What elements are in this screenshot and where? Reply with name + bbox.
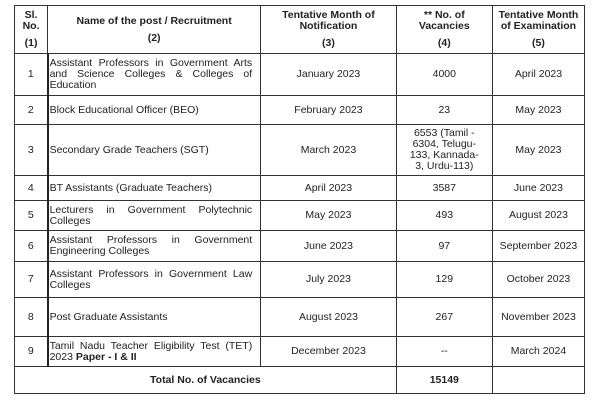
header-post-name: Name of the post / Recruitment (2) [47,5,262,54]
notification-month-cell: April 2023 [260,175,397,201]
vacancies-cell: 23 [395,95,493,125]
vacancies-cell: 6553 (Tamil - 6304, Telugu-133, Kannada-… [395,124,493,176]
header-exam-month: Tentative Month of Examination (5) [491,5,586,54]
post-name-bold-text: Paper - I & II [75,350,137,363]
header-sl-no: Sl. No. (1) [13,5,49,54]
post-name-text: BT Assistants (Graduate Teachers) [49,181,213,194]
notification-month-cell: July 2023 [260,261,397,298]
exam-month-cell: June 2023 [491,175,586,201]
table-row: 7 Assistant Professors in Government Law … [13,261,586,298]
post-name-text: Assistant Professors in Government Law C… [49,267,253,291]
post-name-cell: Tamil Nadu Teacher Eligibility Test (TET… [46,336,262,367]
notification-month-cell: December 2023 [260,336,397,367]
post-name-text: Assistant Professors in Government Engin… [49,234,253,257]
sl-no-cell: 9 [13,336,49,367]
vacancies-cell: -- [395,336,493,367]
post-name-text: Tamil Nadu Teacher Eligibility Test (TET… [49,339,253,363]
notification-month-cell: February 2023 [260,95,397,125]
total-empty-cell [491,366,586,394]
exam-month-cell: September 2023 [491,230,586,262]
table-row: 9 Tamil Nadu Teacher Eligibility Test (TE… [13,336,586,367]
vacancies-cell: 267 [395,297,493,337]
header-row: Sl. No. (1) Name of the post / Recruitmen… [13,5,586,54]
total-row: Total No. of Vacancies 15149 [14,366,586,394]
post-name-cell: Assistant Professors in Government Law C… [46,261,262,298]
post-name-text: Secondary Grade Teachers (SGT) [49,143,209,156]
post-name-text: Assistant Professors in Government Arts … [49,57,253,91]
exam-month-cell: May 2023 [491,95,586,125]
exam-month-cell: November 2023 [491,297,586,337]
table-row: 2 Block Educational Officer (BEO) February… [13,95,586,125]
post-name-cell: Assistant Professors in Government Engin… [46,230,262,262]
total-label: Total No. of Vacancies [14,366,397,394]
table-row: 3 Secondary Grade Teachers (SGT) March 202… [13,124,586,176]
post-name-text: Lecturers in Government Polytechnic Coll… [49,203,253,227]
table-row: 4 BT Assistants (Graduate Teachers) April … [13,175,586,201]
table-row: 5 Lecturers in Government Polytechnic Col… [13,200,586,231]
header-vacancies: ** No. of Vacancies (4) [395,5,493,54]
exam-month-cell: August 2023 [491,200,586,231]
vacancies-cell: 3587 [395,175,493,201]
notification-month-cell: June 2023 [260,230,397,262]
sl-no-cell: 1 [13,53,49,96]
table-row: 8 Post Graduate Assistants August 2023 267 N… [13,297,586,337]
vacancies-cell: 129 [395,261,493,298]
post-name-cell: Block Educational Officer (BEO) [46,95,262,125]
notification-month-cell: May 2023 [260,200,397,231]
exam-month-cell: October 2023 [491,261,586,298]
header-notification-month: Tentative Month of Notification (3) [260,5,397,54]
post-name-cell: Assistant Professors in Government Arts … [46,53,262,96]
post-name-cell: Secondary Grade Teachers (SGT) [46,124,262,176]
post-name-text: Block Educational Officer (BEO) [49,103,199,116]
sl-no-cell: 5 [13,200,49,231]
sl-no-cell: 7 [13,261,49,298]
exam-month-cell: April 2023 [491,53,586,96]
sl-no-cell: 6 [13,230,49,262]
recruitment-schedule-table: Sl. No. (1) Name of the post / Recruitmen… [13,5,586,394]
notification-month-cell: March 2023 [260,124,397,176]
notification-month-cell: August 2023 [260,297,397,337]
post-name-cell: Lecturers in Government Polytechnic Coll… [46,200,262,231]
table-row: 6 Assistant Professors in Government Engi… [13,230,586,262]
sl-no-cell: 3 [13,124,49,176]
sl-no-cell: 2 [13,95,49,125]
vacancies-cell: 4000 [395,53,493,96]
sl-no-cell: 8 [13,297,49,337]
table-row: 1 Assistant Professors in Government Arts… [13,53,586,96]
vacancies-cell: 97 [395,230,493,262]
exam-month-cell: March 2024 [491,336,586,367]
post-name-cell: BT Assistants (Graduate Teachers) [46,175,262,201]
post-name-cell: Post Graduate Assistants [46,297,262,337]
total-value: 15149 [395,366,493,394]
sl-no-cell: 4 [13,175,49,201]
notification-month-cell: January 2023 [260,53,397,96]
post-name-text: Post Graduate Assistants [49,310,168,323]
exam-month-cell: May 2023 [491,124,586,176]
vacancies-cell: 493 [395,200,493,231]
